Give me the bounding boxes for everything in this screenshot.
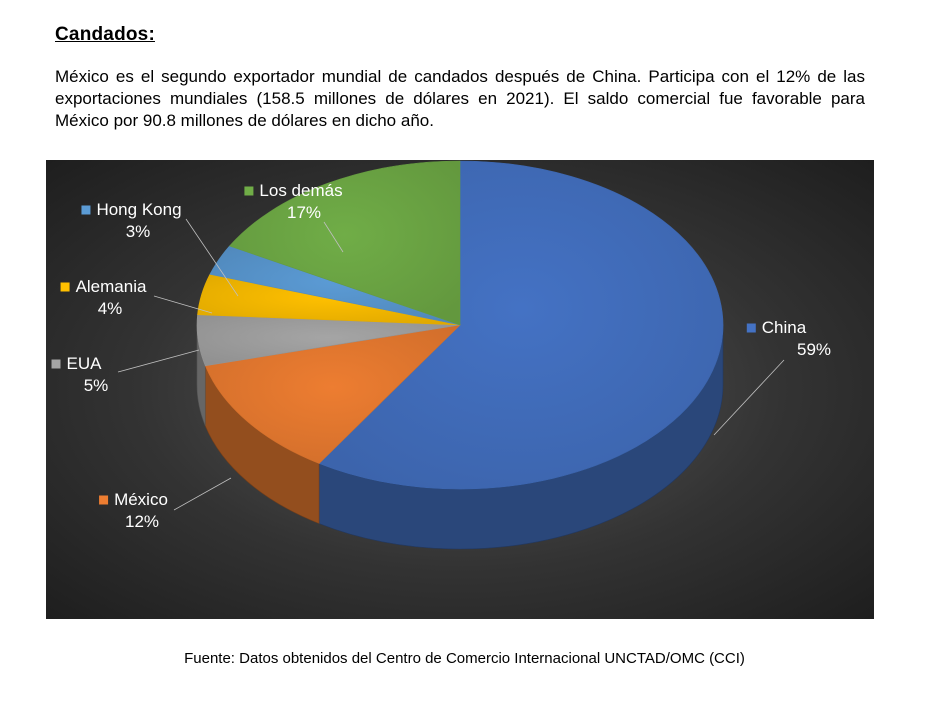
source-note: Fuente: Datos obtenidos del Centro de Co… (184, 650, 745, 667)
pie-labels: China 59% México 12% EUA 5% Alemania 4% Hong Kon… (67, 181, 832, 531)
legend-key-los-demas (244, 186, 254, 196)
label-value-mexico: 12% (125, 512, 159, 531)
leader-line-mexico (173, 477, 232, 511)
label-value-eua: 5% (84, 376, 109, 395)
leader-line-hong-kong (185, 218, 239, 297)
leader-line-eua (117, 349, 200, 373)
pie-chart: China 59% México 12% EUA 5% Alemania 4% Hong Kon… (51, 160, 832, 550)
pie-side-walls (196, 324, 724, 550)
pie-chart-panel: China 59% México 12% EUA 5% Alemania 4% Hong Kon… (46, 160, 874, 619)
label-name-eua: EUA (67, 354, 103, 373)
leader-line-alemania (153, 295, 213, 314)
intro-paragraph: México es el segundo exportador mundial … (55, 67, 865, 130)
leader-line-los-demas (323, 221, 344, 253)
pie-slice-mexico (204, 324, 461, 464)
pie-top-faces (196, 160, 724, 490)
legend-key-china (746, 323, 756, 333)
label-name-los-demas: Los demás (259, 181, 342, 200)
label-name-hong-kong: Hong Kong (96, 200, 181, 219)
label-name-alemania: Alemania (76, 277, 147, 296)
legend-key-mexico (99, 495, 109, 505)
legend-key-alemania (60, 282, 70, 292)
legend-key-eua (51, 359, 61, 369)
pie-slice-china (318, 160, 724, 490)
label-value-los-demas: 17% (287, 203, 321, 222)
label-value-hong-kong: 3% (126, 222, 151, 241)
legend-key-hong-kong (81, 205, 91, 215)
label-name-china: China (762, 318, 807, 337)
label-name-mexico: México (114, 490, 168, 509)
pie-slice-los-demas (229, 160, 461, 326)
label-value-alemania: 4% (98, 299, 123, 318)
label-value-china: 59% (797, 340, 831, 359)
section-heading: Candados: (55, 24, 155, 45)
leader-line-china (713, 359, 785, 436)
